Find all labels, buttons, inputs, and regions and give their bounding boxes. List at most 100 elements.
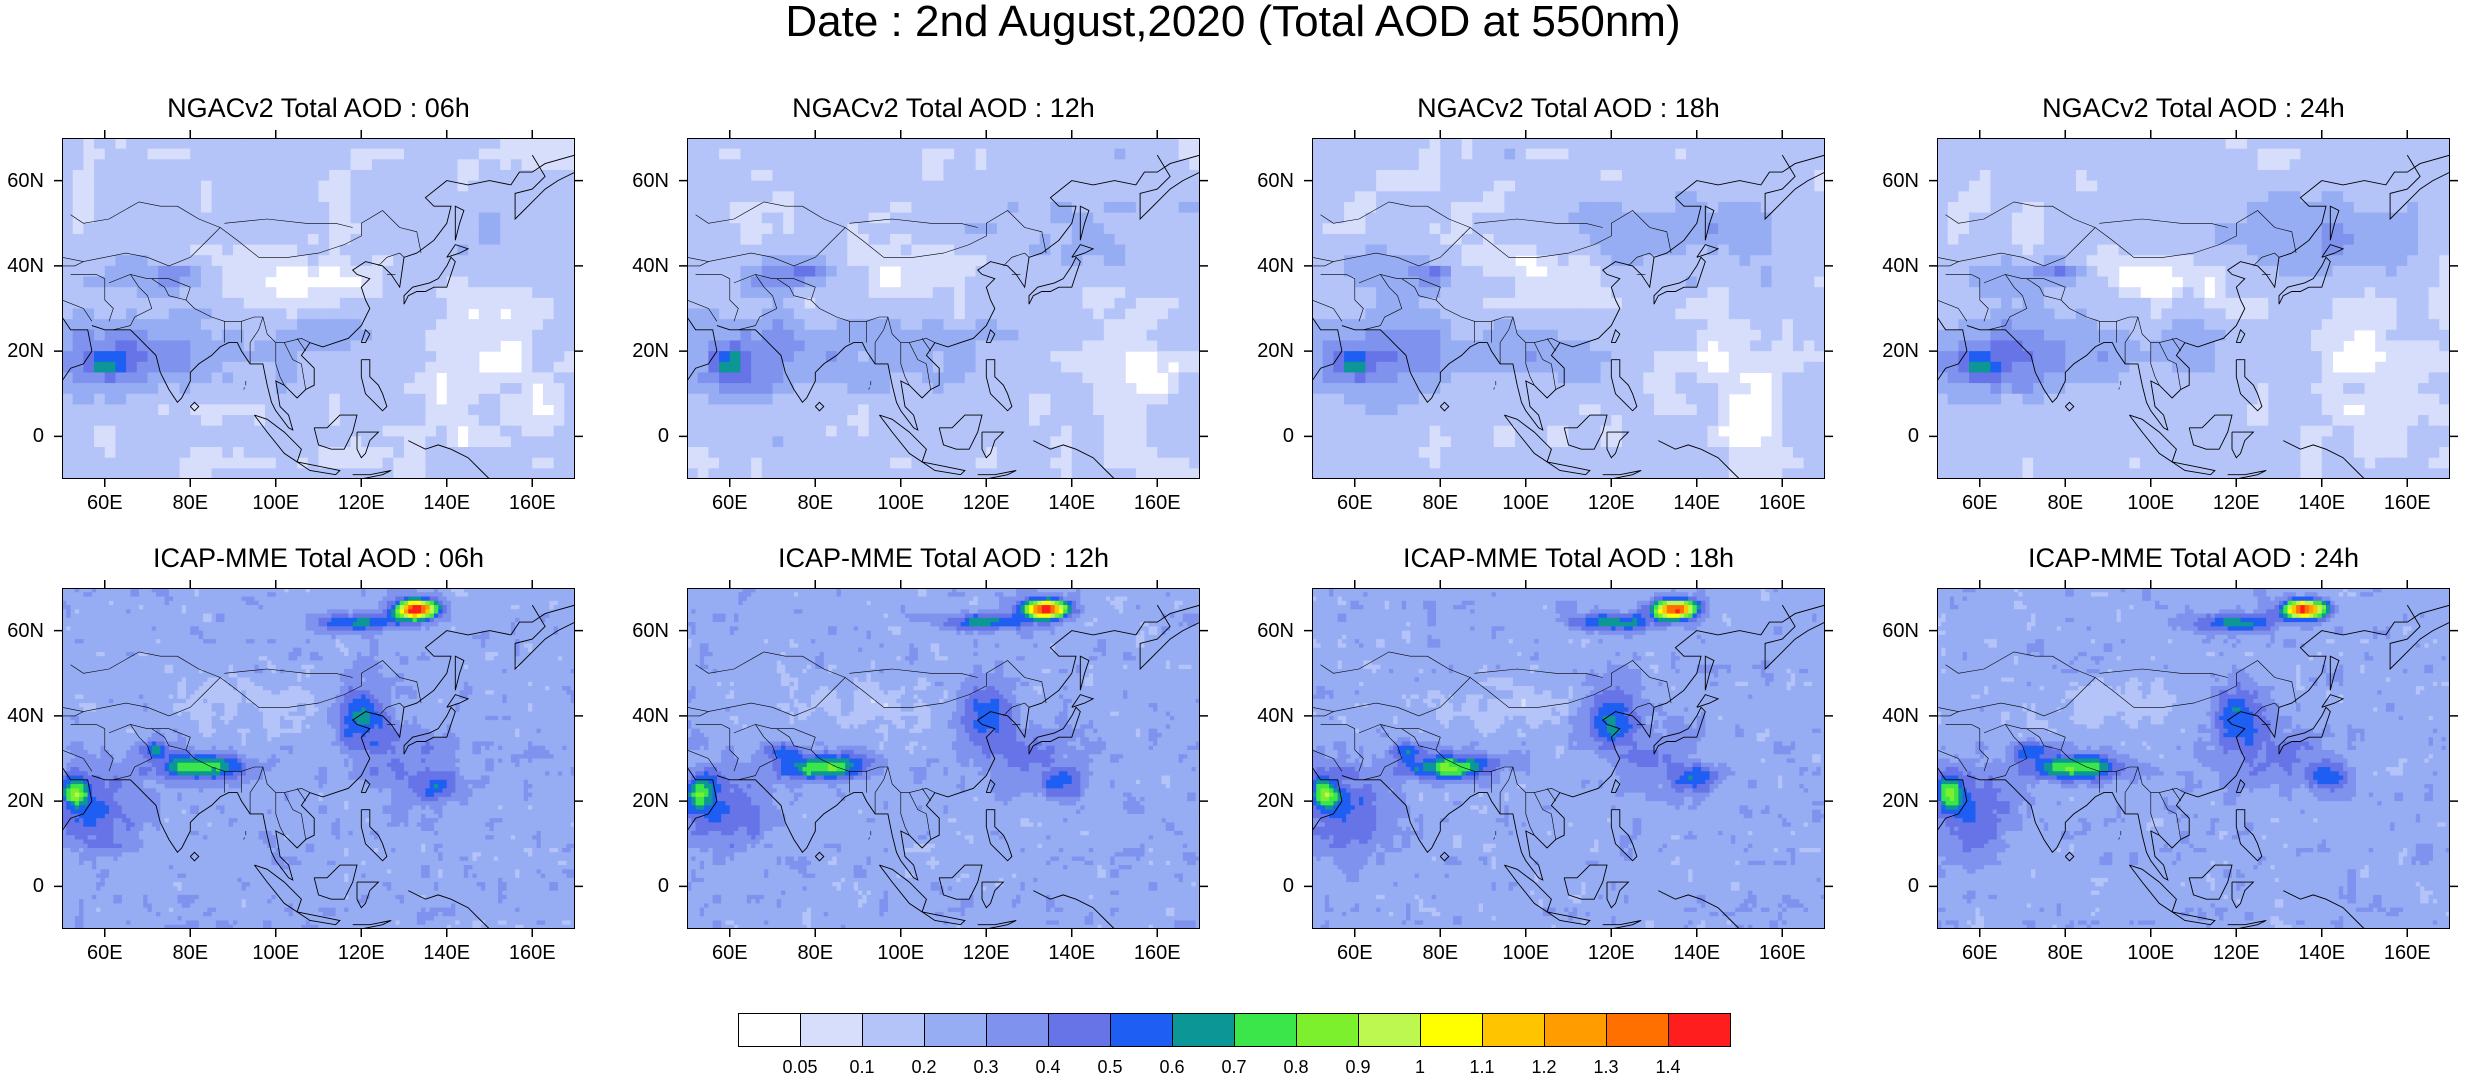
legend-color-box	[1606, 1013, 1669, 1047]
lat-tick-label: 60N	[7, 171, 44, 191]
lat-tick-label: 40N	[1257, 256, 1294, 276]
lat-tick-label: 20N	[7, 341, 44, 361]
lat-tick-label: 40N	[1882, 256, 1919, 276]
tick-marks	[52, 578, 585, 939]
lat-tick-label: 60N	[632, 171, 669, 191]
lon-tick-label: 100E	[2127, 943, 2174, 963]
legend-color-box	[738, 1013, 801, 1047]
tick-marks	[677, 578, 1210, 939]
lat-tick-label: 20N	[7, 791, 44, 811]
legend-color-box	[1482, 1013, 1545, 1047]
lat-tick-label: 0	[658, 426, 669, 446]
lon-tick-label: 80E	[2047, 493, 2083, 513]
panel-title: NGACv2 Total AOD : 18h	[1312, 93, 1825, 123]
tick-marks	[1302, 128, 1835, 489]
lon-tick-label: 140E	[423, 943, 470, 963]
lat-tick-label: 0	[33, 426, 44, 446]
legend-color-box	[800, 1013, 863, 1047]
lon-tick-label: 100E	[1502, 493, 1549, 513]
legend-label: 0.1	[849, 1057, 874, 1077]
lon-tick-label: 60E	[1337, 493, 1373, 513]
lon-tick-label: 100E	[252, 493, 299, 513]
lon-tick-label: 60E	[712, 943, 748, 963]
panel-title: ICAP-MME Total AOD : 18h	[1312, 543, 1825, 573]
lon-tick-label: 100E	[252, 943, 299, 963]
legend-label: 1.4	[1655, 1057, 1680, 1077]
lon-tick-label: 160E	[1759, 493, 1806, 513]
lat-tick-label: 40N	[632, 256, 669, 276]
lon-tick-label: 160E	[2384, 493, 2431, 513]
legend-color-box	[1296, 1013, 1359, 1047]
lon-tick-label: 60E	[87, 493, 123, 513]
panel-title: ICAP-MME Total AOD : 24h	[1937, 543, 2450, 573]
panel-title: ICAP-MME Total AOD : 06h	[62, 543, 575, 573]
lon-tick-label: 160E	[509, 493, 556, 513]
legend-color-box	[986, 1013, 1049, 1047]
legend-label: 0.7	[1221, 1057, 1246, 1077]
legend-color-box	[1544, 1013, 1607, 1047]
lat-tick-label: 0	[1283, 426, 1294, 446]
legend-label: 1.2	[1531, 1057, 1556, 1077]
lon-tick-label: 160E	[1134, 943, 1181, 963]
panel-title: NGACv2 Total AOD : 24h	[1937, 93, 2450, 123]
legend-label: 0.3	[973, 1057, 998, 1077]
lon-tick-label: 120E	[338, 943, 385, 963]
lat-tick-label: 60N	[632, 621, 669, 641]
legend-color-box	[1172, 1013, 1235, 1047]
lon-tick-label: 120E	[1588, 943, 1635, 963]
legend-color-box	[924, 1013, 987, 1047]
lon-tick-label: 60E	[1962, 943, 1998, 963]
legend-color-box	[1420, 1013, 1483, 1047]
lat-tick-label: 60N	[1882, 171, 1919, 191]
lat-tick-label: 20N	[1257, 791, 1294, 811]
lon-tick-label: 80E	[1422, 943, 1458, 963]
lon-tick-label: 80E	[797, 943, 833, 963]
figure-title: Date : 2nd August,2020 (Total AOD at 550…	[0, 0, 2466, 44]
legend-label: 0.5	[1097, 1057, 1122, 1077]
lon-tick-label: 160E	[2384, 943, 2431, 963]
lon-tick-label: 120E	[963, 943, 1010, 963]
lon-tick-label: 100E	[1502, 943, 1549, 963]
lon-tick-label: 60E	[87, 943, 123, 963]
tick-marks	[1927, 128, 2460, 489]
lon-tick-label: 140E	[423, 493, 470, 513]
panel-title: ICAP-MME Total AOD : 12h	[687, 543, 1200, 573]
lat-tick-label: 40N	[1882, 706, 1919, 726]
lon-tick-label: 140E	[2298, 493, 2345, 513]
lat-tick-label: 40N	[1257, 706, 1294, 726]
lon-tick-label: 80E	[797, 493, 833, 513]
legend-label: 0.8	[1283, 1057, 1308, 1077]
panel-title: NGACv2 Total AOD : 12h	[687, 93, 1200, 123]
legend-label: 0.2	[911, 1057, 936, 1077]
lat-tick-label: 20N	[1257, 341, 1294, 361]
legend-label: 0.05	[782, 1057, 817, 1077]
lat-tick-label: 0	[1283, 876, 1294, 896]
legend-color-box	[1048, 1013, 1111, 1047]
lat-tick-label: 20N	[1882, 791, 1919, 811]
legend-label: 0.4	[1035, 1057, 1060, 1077]
legend-color-box	[1668, 1013, 1731, 1047]
lon-tick-label: 80E	[172, 943, 208, 963]
legend-label: 0.6	[1159, 1057, 1184, 1077]
lat-tick-label: 60N	[1257, 621, 1294, 641]
lat-tick-label: 60N	[1257, 171, 1294, 191]
lat-tick-label: 40N	[632, 706, 669, 726]
legend-label: 1	[1415, 1057, 1425, 1077]
lon-tick-label: 140E	[1048, 943, 1095, 963]
lon-tick-label: 100E	[877, 943, 924, 963]
lon-tick-label: 100E	[2127, 493, 2174, 513]
lon-tick-label: 80E	[1422, 493, 1458, 513]
tick-marks	[1927, 578, 2460, 939]
lon-tick-label: 140E	[2298, 943, 2345, 963]
legend-color-box	[1234, 1013, 1297, 1047]
tick-marks	[52, 128, 585, 489]
lon-tick-label: 160E	[509, 943, 556, 963]
lat-tick-label: 0	[658, 876, 669, 896]
lat-tick-label: 40N	[7, 256, 44, 276]
lon-tick-label: 60E	[1962, 493, 1998, 513]
lat-tick-label: 20N	[632, 341, 669, 361]
legend-label: 1.3	[1593, 1057, 1618, 1077]
legend-color-box	[1110, 1013, 1173, 1047]
lat-tick-label: 0	[1908, 876, 1919, 896]
lat-tick-label: 20N	[1882, 341, 1919, 361]
